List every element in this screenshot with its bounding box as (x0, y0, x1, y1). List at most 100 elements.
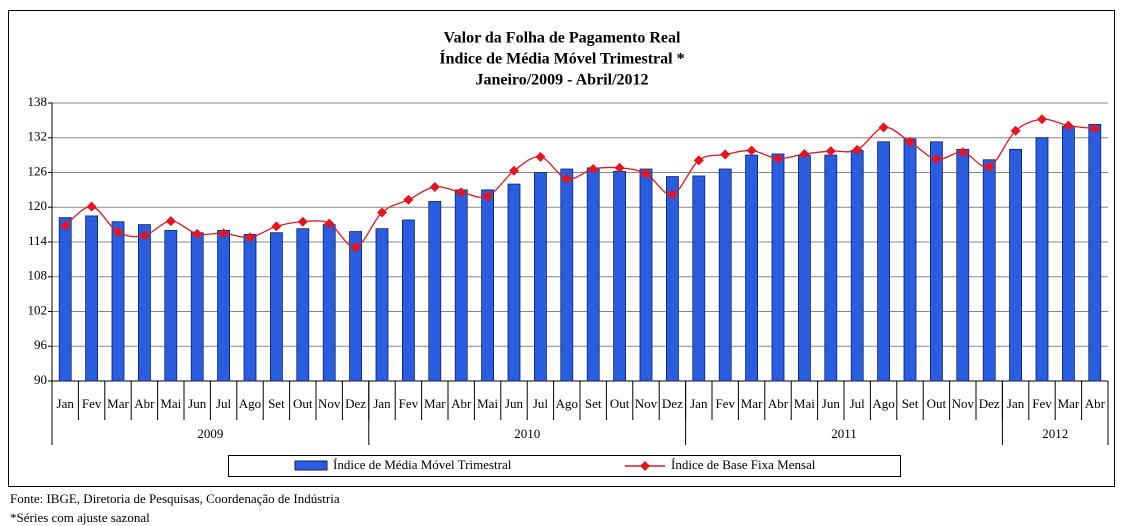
line-marker (113, 227, 123, 238)
legend-swatch (640, 461, 650, 471)
legend-label: Índice de Média Móvel Trimestral (333, 457, 512, 472)
chart-subtitle: Índice de Média Móvel Trimestral * (439, 49, 684, 68)
bar (481, 189, 495, 382)
legend-label: Índice de Base Fixa Mensal (671, 457, 816, 472)
bar (613, 170, 626, 382)
line-marker (218, 228, 229, 239)
chart-subtitle: Janeiro/2009 - Abril/2012 (475, 72, 648, 89)
x-tick-label: Nov (952, 396, 975, 411)
x-tick-label: Mai (794, 396, 815, 411)
x-tick-label: Dez (979, 396, 1000, 411)
line-marker (192, 228, 203, 239)
bar (1062, 125, 1075, 382)
line-marker (403, 194, 414, 205)
x-tick-label: Fev (399, 396, 419, 411)
bar (428, 201, 442, 382)
group-label: 2011 (831, 426, 857, 441)
line-marker (1037, 114, 1047, 125)
x-tick-label: Dez (345, 396, 366, 411)
line-marker (86, 201, 97, 212)
x-tick-label: Jul (216, 396, 232, 411)
line-marker (429, 181, 440, 192)
line-marker (297, 216, 308, 227)
x-tick-label: Mar (741, 396, 763, 411)
bar (85, 215, 98, 382)
line-marker (456, 187, 467, 198)
y-tick-label: 114 (28, 233, 48, 248)
line-marker (139, 230, 150, 241)
x-tick-label: Jun (822, 396, 841, 411)
x-tick-label: Jun (505, 396, 524, 411)
x-tick-label: Abr (134, 396, 155, 411)
bar (824, 154, 838, 382)
bar (877, 141, 890, 382)
line-marker (535, 151, 546, 162)
line-marker (482, 191, 493, 202)
bar (560, 168, 574, 382)
y-tick-label: 90 (34, 372, 47, 387)
bar (243, 234, 257, 382)
x-tick-label: Fev (82, 396, 102, 411)
x-tick-label: Set (585, 396, 602, 411)
y-tick-label: 126 (28, 163, 48, 178)
line-marker (350, 242, 361, 253)
y-tick-label: 138 (28, 94, 48, 109)
x-tick-label: Fev (715, 396, 735, 411)
legend-swatch (294, 460, 328, 471)
bar (850, 150, 864, 382)
line-marker (825, 146, 836, 157)
chart-title: Valor da Folha de Pagamento Real (444, 30, 681, 47)
bar (982, 159, 996, 382)
bar (111, 221, 125, 382)
bar (586, 167, 600, 382)
x-tick-label: Jan (1007, 396, 1025, 411)
x-tick-label: Mai (477, 396, 498, 411)
line-marker (324, 218, 335, 229)
line-marker (957, 147, 968, 158)
x-tick-label: Abr (768, 396, 789, 411)
group-label: 2010 (514, 426, 540, 441)
x-tick-label: Jan (690, 396, 708, 411)
line-marker (1010, 125, 1021, 136)
line-marker (746, 145, 757, 156)
bar (798, 154, 811, 382)
x-tick-label: Nov (318, 396, 341, 411)
bar (454, 189, 468, 382)
x-tick-label: Ago (239, 396, 261, 411)
bar (322, 224, 336, 382)
group-label: 2012 (1042, 426, 1068, 441)
bar (507, 183, 521, 382)
x-tick-label: Out (293, 396, 313, 411)
x-tick-label: Ago (556, 396, 578, 411)
line-marker (614, 162, 625, 173)
line-marker (852, 144, 863, 155)
x-tick-label: Out (927, 396, 947, 411)
line-marker (878, 122, 889, 133)
x-tick-label: Mar (424, 396, 446, 411)
y-tick-label: 132 (28, 129, 48, 144)
line-marker (720, 149, 731, 160)
line-marker (509, 165, 519, 176)
x-tick-label: Nov (635, 396, 658, 411)
line-marker (1089, 123, 1100, 134)
bar (217, 230, 231, 382)
bar (534, 172, 547, 382)
line-marker (60, 220, 71, 231)
group-label: 2009 (197, 426, 223, 441)
line-marker (561, 173, 572, 184)
x-tick-label: Abr (1085, 396, 1106, 411)
bar (956, 148, 970, 382)
bar (1035, 137, 1049, 382)
x-tick-label: Jul (850, 396, 866, 411)
line-marker (377, 207, 387, 218)
footnote: *Séries com ajuste sazonal (10, 510, 150, 525)
bar (666, 176, 679, 382)
bar (296, 228, 310, 382)
line-marker (271, 221, 282, 232)
bar (137, 224, 151, 382)
line-marker (641, 168, 651, 179)
source-note: Fonte: IBGE, Diretoria de Pesquisas, Coo… (10, 491, 340, 506)
line-marker (905, 136, 915, 147)
x-tick-label: Dez (662, 396, 683, 411)
